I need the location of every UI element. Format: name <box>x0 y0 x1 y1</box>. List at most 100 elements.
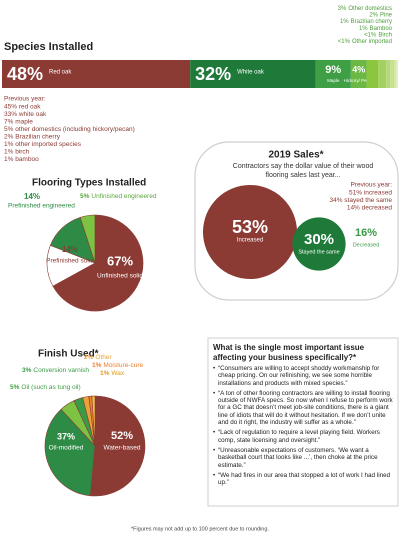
previous-year-item: 1% bamboo <box>4 156 39 163</box>
bar-segment <box>395 60 398 88</box>
category-label: Prefinished solid <box>46 258 94 265</box>
value-label: 48% <box>7 64 43 84</box>
bar-segment <box>378 60 387 88</box>
response: “Unreasonable expectations of customers.… <box>213 447 393 469</box>
value-label: 2% <box>84 354 94 361</box>
sales-frame <box>194 141 399 301</box>
category-label: Increased <box>237 238 263 244</box>
value-label: 3% <box>22 367 32 374</box>
pie-slice <box>90 395 146 497</box>
category-label: Hickory/ Pecan <box>344 78 375 83</box>
legend-entry: <1% Birch <box>364 32 392 38</box>
value-label: 1% <box>100 370 110 377</box>
chart-title: Species Installed <box>4 41 93 53</box>
legend-entry: 1% Brazilian cherry <box>340 19 392 25</box>
category-label: Conversion varnish <box>33 367 89 374</box>
category-label: Stayed the same <box>298 249 339 255</box>
response: “A ton of other flooring contractors are… <box>213 390 393 426</box>
previous-year-item: 7% maple <box>4 119 33 126</box>
previous-year-item: 45% red oak <box>4 104 41 111</box>
category-label: White oak <box>237 70 265 76</box>
category-label: Water-based <box>104 445 141 452</box>
category-label: Birch <box>378 32 392 38</box>
category-label: Wax <box>111 370 125 377</box>
category-label: Other domestics <box>348 6 392 12</box>
value-label: 3% <box>338 6 347 12</box>
category-label: Moisture-cure <box>103 362 143 369</box>
value-label: 2% <box>369 12 378 18</box>
value-label: 32% <box>195 64 231 84</box>
footnote: *Figures may not add up to 100 percent d… <box>131 526 269 532</box>
pie-slice <box>52 214 144 312</box>
value-label: 1% <box>359 25 368 31</box>
value-label: 9% <box>325 64 341 76</box>
value-label: 53% <box>232 217 268 237</box>
data-label: 1% Wax <box>100 370 125 377</box>
value-label: <1% <box>338 39 351 45</box>
chart-title: Flooring Types Installed <box>32 178 146 189</box>
chart-title: 2019 Sales* <box>268 150 323 161</box>
value-label: 1% <box>340 19 349 25</box>
previous-year-item: 14% decreased <box>347 205 393 212</box>
previous-year-title: Previous year: <box>4 96 46 103</box>
previous-year-item: 1% other imported species <box>4 141 82 148</box>
chart-title: Finish Used* <box>38 349 99 360</box>
legend-entry: 3% Other domestics <box>338 6 392 12</box>
response: “Consumers are willing to accept shoddy … <box>213 365 393 387</box>
issue-frame <box>207 337 399 507</box>
category-label: Unfinished engineered <box>91 193 156 200</box>
value-label: 16% <box>355 227 377 239</box>
category-label: Maple <box>327 78 340 83</box>
data-label: 1% Moisture-cure <box>92 362 144 369</box>
category-label: Red oak <box>49 70 72 76</box>
category-label: Decreased <box>353 242 380 248</box>
legend-entry: 2% Pine <box>369 12 392 18</box>
legend-entry: 1% Bamboo <box>359 25 393 31</box>
previous-year-title: Previous year: <box>350 182 392 189</box>
bar-segment <box>386 60 391 88</box>
category-label: Other imported <box>352 39 392 45</box>
response: “Lack of regulation to require a level p… <box>213 429 393 444</box>
pie-slice <box>91 395 96 447</box>
bar-segment <box>366 60 379 88</box>
data-label: 5% Unfinished engineered <box>80 193 157 200</box>
previous-year-item: 34% stayed the same <box>329 197 392 204</box>
category-label: Oil-modified <box>49 445 84 452</box>
data-label: 3% Conversion varnish <box>22 367 89 374</box>
response: “We had fires in our area that stopped a… <box>213 472 393 487</box>
value-label: 4% <box>352 64 365 74</box>
previous-year-item: 51% increased <box>349 190 392 197</box>
bubble <box>202 184 298 280</box>
category-label: Oil (such as tung oil) <box>21 384 80 391</box>
previous-year-item: 5% other domestics (including hickory/pe… <box>4 126 135 133</box>
bar-segment <box>315 60 351 88</box>
previous-year-item: 33% white oak <box>4 111 47 118</box>
previous-year-item: 2% Brazilian cherry <box>4 134 61 141</box>
data-label: 2% Other <box>84 354 112 361</box>
category-label: Other <box>95 354 112 361</box>
category-label: Prefinished engineered <box>8 203 75 210</box>
bar-segment <box>190 60 316 88</box>
bar-segment <box>390 60 394 88</box>
value-label: 14% <box>62 245 78 254</box>
category-label: Pine <box>380 12 393 18</box>
value-label: 30% <box>304 231 334 248</box>
category-label: Unfinished solid <box>97 273 143 280</box>
value-label: 52% <box>111 430 133 442</box>
question: What is the single most important issue … <box>213 343 365 362</box>
bar-segment <box>2 60 191 88</box>
pie-slice <box>79 214 96 264</box>
value-label: 14% <box>24 192 40 201</box>
data-label: 5% Oil (such as tung oil) <box>10 384 81 391</box>
category-label: Brazilian cherry <box>351 19 392 25</box>
chart-subtitle: Contractors say the dollar value of thei… <box>232 163 374 179</box>
bubble <box>292 217 346 271</box>
category-label: Bamboo <box>370 25 393 31</box>
issue-box: What is the single most important issue … <box>213 343 393 489</box>
value-label: <1% <box>364 32 377 38</box>
pie-slice <box>44 408 96 497</box>
previous-year-item: 1% birch <box>4 149 30 156</box>
value-label: 1% <box>92 362 102 369</box>
